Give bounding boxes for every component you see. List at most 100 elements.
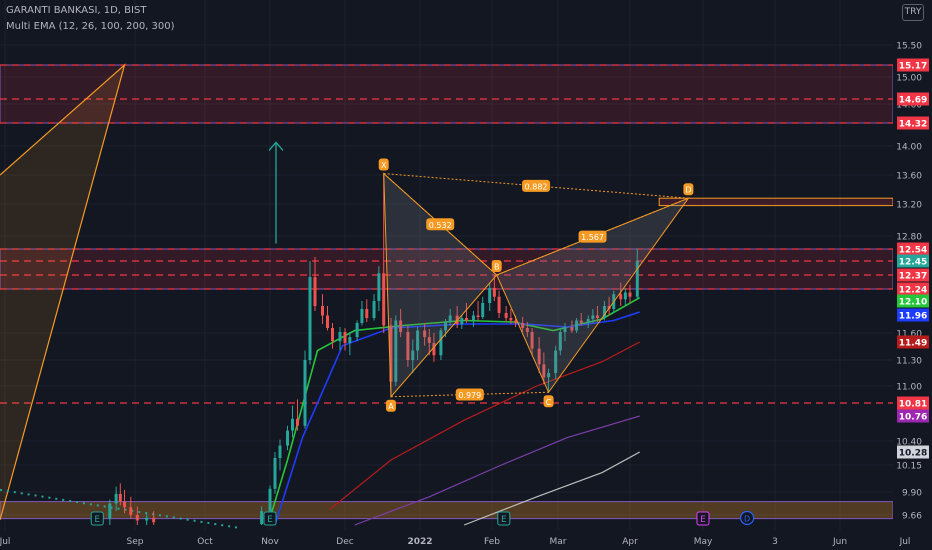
candle-body [521,323,525,328]
time-tick-label: Jul [899,537,911,547]
price-label[interactable]: 10.28 [899,449,927,459]
candle-body [575,320,579,331]
earnings-icon[interactable] [497,511,511,526]
ratio-label-bg [426,218,455,231]
candle-body [563,327,567,332]
candle-body [382,273,386,326]
price-tick-label: 11.60 [896,330,922,340]
price-tick-label: 11.30 [896,357,922,367]
candle-body [492,287,496,297]
point-label-x[interactable]: X [381,161,387,170]
candle-body [260,511,264,525]
candle-body [296,418,299,426]
time-tick-label: Oct [197,537,213,547]
point-label-a[interactable]: A [388,402,394,411]
price-label-bg [897,396,929,410]
candle-body [273,458,277,489]
time-axis-bg [0,530,932,550]
earnings-icon[interactable] [263,511,277,526]
candle-body [343,332,347,343]
earnings-icon[interactable] [696,511,710,526]
price-label[interactable]: 14.69 [899,96,927,106]
price-tick-label: 9.90 [902,489,922,499]
point-label-b[interactable]: B [494,263,500,272]
zone-target [658,197,894,207]
point-label-d[interactable]: D [685,186,691,195]
price-label[interactable]: 12.10 [899,298,927,308]
ratio-label[interactable]: 0.882 [525,182,548,191]
time-tick-label: Jul [0,537,10,547]
candle-body [308,277,312,360]
xab-triangle [383,172,498,399]
price-label[interactable]: 12.45 [899,258,927,268]
time-tick-label: May [694,537,713,547]
candle-body [268,488,272,512]
candle-body [348,337,352,343]
dividend-letter: D [744,515,750,524]
candle-body [623,292,627,300]
time-tick-label: 3 [772,537,778,547]
candle-body [542,364,546,378]
candle-body [145,517,149,521]
candle-body [635,261,639,297]
candle-body [591,315,595,319]
price-label[interactable]: 10.81 [899,400,927,410]
earnings-letter: E [501,515,507,525]
price-tick-label: 13.20 [896,201,922,211]
candle-body [389,325,393,382]
price-tick-label: 11.00 [896,383,922,393]
candle-body [537,348,541,365]
time-tick-label: Feb [484,537,500,547]
price-label-bg [897,58,929,72]
price-label[interactable]: 14.32 [899,120,927,130]
candle-body [114,493,118,504]
candles [108,173,639,525]
price-label-bg [897,242,929,256]
indicator-legend[interactable]: Multi EMA (12, 26, 100, 200, 300) [6,21,175,32]
price-label[interactable]: 10.76 [899,413,927,423]
dividend-icon[interactable] [740,510,755,526]
symbol-title[interactable]: GARANTI BANKASI, 1D, BIST [6,5,147,16]
ema-line-ema300 [463,451,641,526]
candle-body [514,320,518,323]
candle-body [497,296,501,313]
ratio-line [496,197,689,276]
candle-body [411,350,415,360]
ratio-label-bg [455,388,484,401]
price-label-bg [897,294,929,308]
ratio-label[interactable]: 0.532 [429,221,452,230]
price-label-bg [897,335,929,349]
price-label[interactable]: 11.49 [899,339,927,349]
candle-body [416,330,420,351]
price-label[interactable]: 15.17 [899,62,927,72]
earnings-letter: E [94,515,100,525]
candle-body [278,445,282,458]
earnings-letter: E [267,515,273,525]
candle-body [471,315,475,321]
candle-body [488,287,492,303]
large-pattern-drawing [0,63,241,529]
price-tick-label: 15.50 [896,42,922,52]
price-label[interactable]: 12.37 [899,272,927,282]
time-tick-label: Jun [832,537,847,547]
candle-body [365,309,369,318]
candle-body [326,315,329,328]
price-label[interactable]: 11.96 [899,312,927,322]
currency-button[interactable]: TRY [902,4,924,21]
price-label-bg [897,116,929,130]
earnings-icon[interactable] [90,511,104,526]
candle-body [129,507,133,515]
ratio-label[interactable]: 1.567 [581,233,604,242]
candle-body [291,418,294,431]
price-label-bg [897,308,929,322]
price-label[interactable]: 12.54 [899,246,927,256]
price-tick-label: 10.15 [896,462,922,472]
price-label[interactable]: 12.24 [899,286,927,296]
price-zones [0,64,894,520]
point-label-bg [683,183,694,196]
point-label-c[interactable]: C [546,398,552,407]
ratio-label[interactable]: 0.979 [458,391,481,400]
candle-body [135,515,139,521]
candle-body [303,360,307,426]
